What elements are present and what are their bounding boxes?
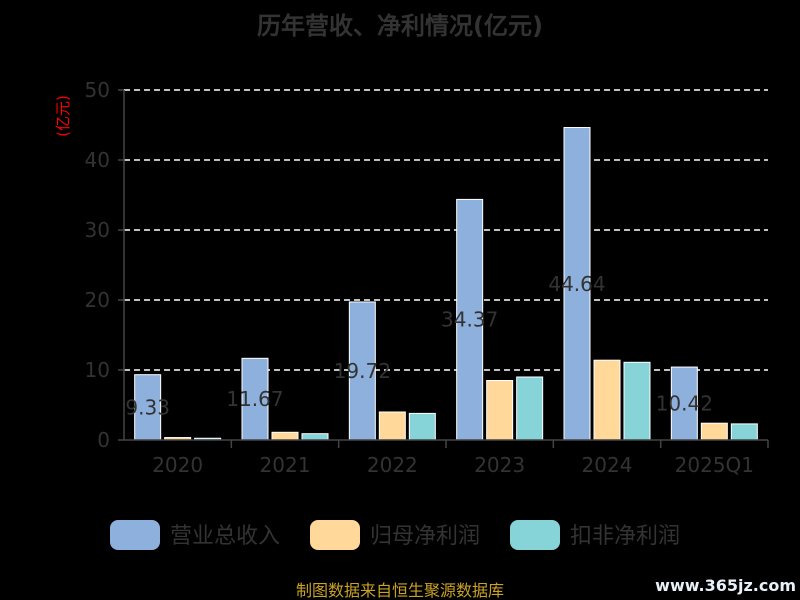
x-category-label: 2023 — [474, 453, 525, 477]
gridlines — [124, 89, 768, 371]
bar-扣非净利润 — [301, 433, 329, 441]
y-tick-label: 30 — [85, 218, 110, 242]
data-label: 9.33 — [125, 395, 170, 419]
y-tick-label: 40 — [85, 148, 110, 172]
y-tick-label: 0 — [97, 428, 110, 452]
data-labels: 9.33 11.67 19.72 34.37 44.64 10.42 — [125, 272, 713, 420]
data-label: 11.67 — [226, 387, 283, 411]
legend-label[interactable]: 营业总收入 — [170, 524, 280, 549]
data-label: 34.37 — [441, 308, 498, 332]
axes: 0 10 20 30 40 50 2020 2021 2022 2023 2024 2025Q1 — [85, 78, 769, 477]
legend-swatch[interactable] — [510, 520, 560, 550]
bar-扣非净利润 — [623, 361, 651, 441]
x-category-label: 2021 — [260, 453, 311, 477]
source-note: 制图数据来自恒生聚源数据库 — [296, 581, 504, 600]
bar-扣非净利润 — [516, 376, 544, 441]
y-tick-label: 10 — [85, 358, 110, 382]
bar-营业总收入 — [348, 301, 376, 441]
bar-扣非净利润 — [730, 423, 758, 441]
bar-归母净利润 — [271, 431, 299, 441]
chart-title: 历年营收、净利情况(亿元) — [257, 12, 543, 40]
bar-归母净利润 — [486, 380, 514, 441]
x-category-label: 2024 — [582, 453, 633, 477]
bar-归母净利润 — [700, 422, 728, 441]
x-category-label: 2022 — [367, 453, 418, 477]
y-axis-unit-label: (亿元) — [54, 95, 72, 137]
legend[interactable]: 营业总收入 归母净利润 扣非净利润 — [110, 520, 680, 550]
watermark: www.365jz.com — [655, 576, 796, 595]
data-label: 44.64 — [548, 272, 605, 296]
y-tick-label: 20 — [85, 288, 110, 312]
legend-swatch[interactable] — [310, 520, 360, 550]
data-label: 19.72 — [334, 359, 391, 383]
data-label: 10.42 — [656, 392, 713, 416]
bar-归母净利润 — [593, 359, 621, 441]
bar-营业总收入 — [456, 198, 484, 441]
x-category-label: 2020 — [152, 453, 203, 477]
bar-营业总收入 — [563, 127, 591, 441]
y-tick-label: 50 — [85, 78, 110, 102]
bar-营业总收入 — [134, 374, 162, 441]
legend-label[interactable]: 归母净利润 — [370, 524, 480, 549]
x-category-label: 2025Q1 — [675, 453, 754, 477]
bars — [134, 127, 758, 441]
bar-扣非净利润 — [408, 412, 436, 441]
legend-swatch[interactable] — [110, 520, 160, 550]
legend-label[interactable]: 扣非净利润 — [570, 524, 680, 549]
bar-归母净利润 — [378, 411, 406, 441]
